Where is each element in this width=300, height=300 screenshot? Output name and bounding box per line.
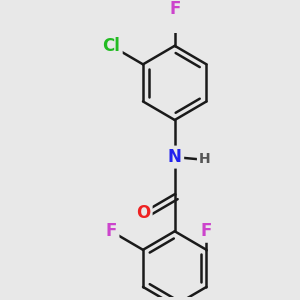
Text: H: H — [199, 152, 211, 166]
Text: Cl: Cl — [102, 37, 120, 55]
Text: O: O — [136, 204, 150, 222]
Text: N: N — [168, 148, 182, 166]
Text: F: F — [169, 0, 180, 18]
Text: F: F — [106, 222, 117, 240]
Text: F: F — [201, 222, 212, 240]
